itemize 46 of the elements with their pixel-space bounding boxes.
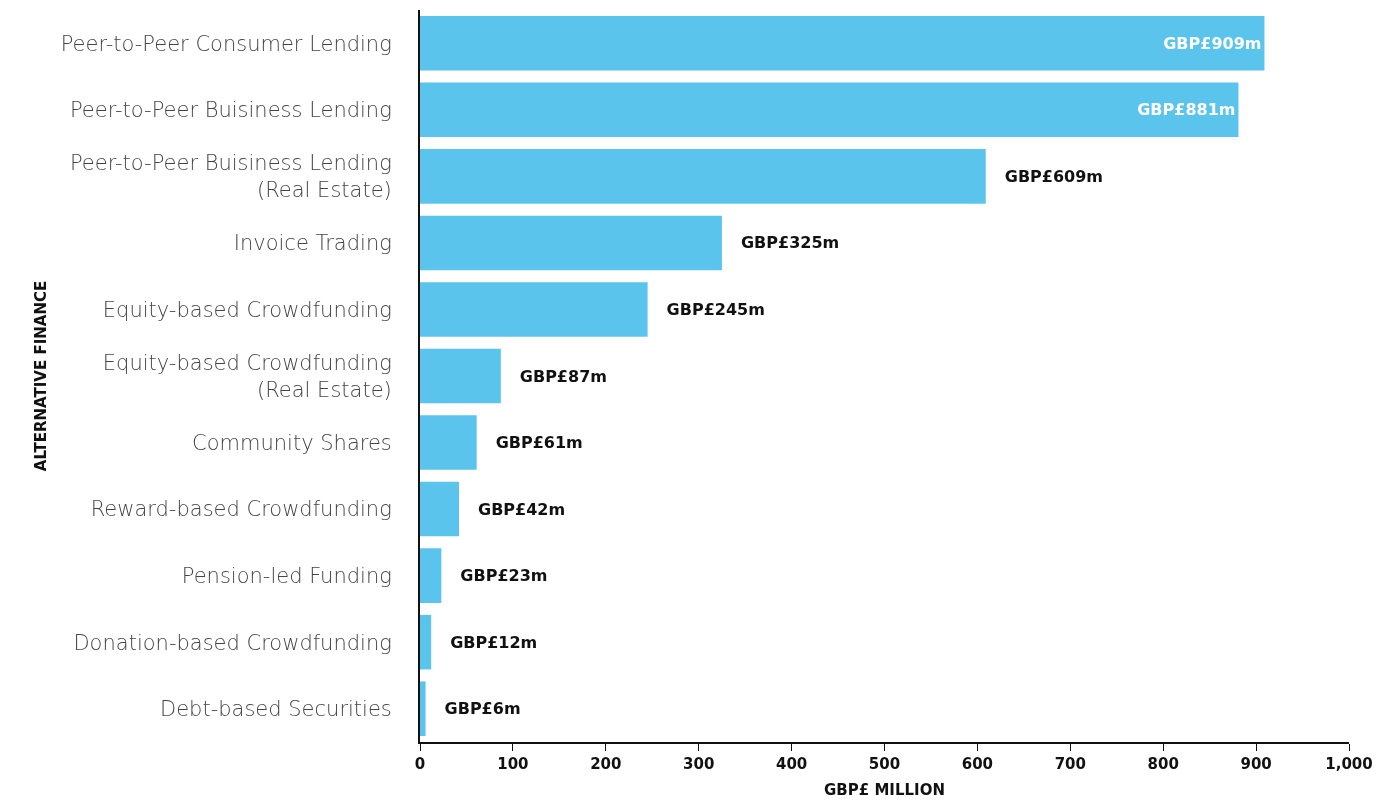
data-label: GBP£881m — [1137, 100, 1236, 120]
y-tick-label: Invoice Trading — [233, 231, 392, 256]
x-tick-label: 300 — [683, 755, 715, 773]
bar — [420, 548, 442, 603]
data-label: GBP£61m — [479, 433, 583, 453]
y-tick-label: Peer-to-Peer Buisiness Lending — [69, 98, 392, 123]
x-tick-label: 1,000 — [1325, 755, 1373, 773]
data-label: GBP£12m — [434, 632, 538, 652]
data-label: GBP£87m — [503, 366, 607, 386]
data-label: GBP£42m — [462, 499, 566, 519]
bar — [420, 282, 648, 337]
x-tick-label: 500 — [868, 755, 901, 773]
x-tick-label: 200 — [590, 755, 622, 773]
y-tick-label: Peer-to-Peer Consumer Lending — [60, 31, 392, 56]
data-label: GBP£245m — [650, 299, 765, 319]
bar — [420, 15, 1265, 71]
y-tick-label: Donation-based Crowdfunding — [73, 630, 392, 655]
y-tick-label: Peer-to-Peer Buisiness Lending (Real Estate) — [69, 151, 392, 203]
bar — [420, 681, 426, 737]
bar — [420, 348, 501, 404]
bar — [420, 415, 477, 470]
bar — [420, 149, 986, 204]
bar — [420, 82, 1239, 138]
bar — [420, 614, 432, 670]
data-label: GBP£6m — [428, 699, 521, 719]
x-tick-label: 700 — [1054, 755, 1086, 773]
bar — [420, 481, 460, 537]
data-label: GBP£909m — [1163, 33, 1262, 53]
x-tick-label: 0 — [414, 755, 426, 773]
y-axis-title: ALTERNATIVE FINANCE — [32, 280, 51, 472]
data-label: GBP£23m — [444, 566, 548, 586]
y-tick-label: Pension-led Funding — [181, 563, 392, 588]
data-label: GBP£325m — [724, 233, 840, 253]
y-tick-label: Debt-based Securities — [159, 697, 392, 722]
y-tick-label: Reward-based Crowdfunding — [90, 497, 392, 522]
x-axis-title: GBP£ MILLION — [824, 780, 945, 799]
x-tick-label: 400 — [775, 755, 808, 773]
x-tick-label: 900 — [1240, 755, 1272, 773]
y-tick-label: Equity-based Crowdfunding (Real Estate) — [102, 350, 392, 402]
x-tick-label: 800 — [1147, 755, 1179, 773]
bar — [420, 215, 722, 271]
y-tick-label: Equity-based Crowdfunding — [102, 297, 392, 322]
x-tick-label: 600 — [961, 755, 994, 773]
y-tick-label: Community Shares — [192, 430, 392, 455]
x-tick-label: 100 — [497, 755, 529, 773]
data-label: GBP£609m — [988, 166, 1104, 186]
